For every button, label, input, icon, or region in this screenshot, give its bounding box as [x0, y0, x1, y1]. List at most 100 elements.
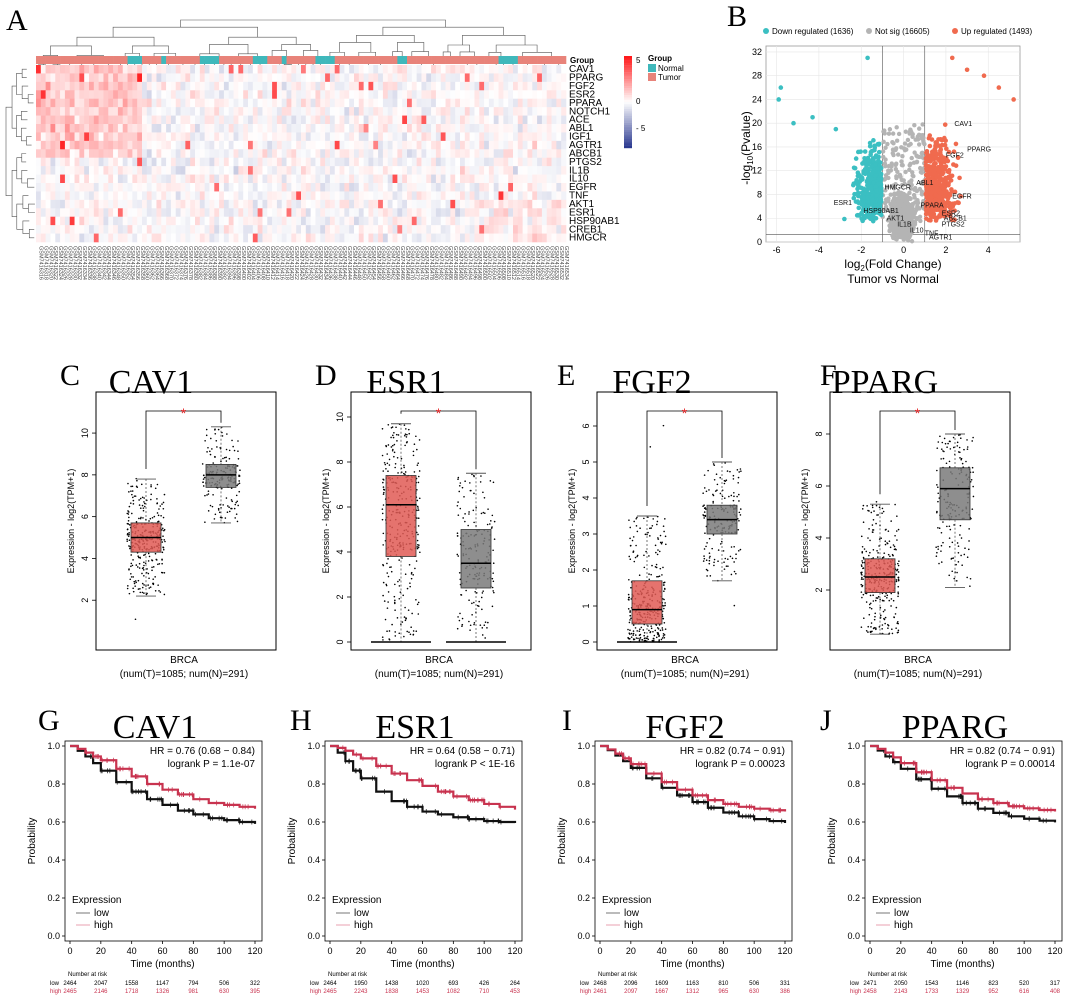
- heatmap-cell: [79, 157, 85, 167]
- heatmap-cell: [493, 81, 499, 91]
- heatmap-cell: [267, 73, 273, 83]
- point-down: [876, 149, 882, 155]
- heatmap-cell: [69, 107, 75, 116]
- heatmap-cell: [484, 157, 490, 167]
- heatmap-cell: [267, 174, 273, 184]
- heatmap-cell: [146, 115, 152, 125]
- heatmap-cell: [45, 81, 51, 91]
- heatmap-cell: [151, 132, 157, 142]
- data-point: [141, 586, 144, 589]
- data-point: [134, 618, 137, 621]
- group-cell: [276, 56, 283, 64]
- heatmap-cell: [252, 90, 258, 100]
- heatmap-cell: [301, 107, 307, 116]
- heatmap-cell: [349, 124, 355, 133]
- heatmap-cell: [315, 233, 321, 243]
- heatmap-cell: [84, 166, 90, 175]
- heatmap-cell: [397, 132, 403, 142]
- group-cell: [204, 56, 210, 64]
- heatmap-cell: [561, 124, 567, 133]
- heatmap-cell: [228, 174, 234, 184]
- heatmap-cell: [209, 191, 215, 201]
- heatmap-cell: [358, 191, 364, 201]
- heatmap-cell: [291, 107, 297, 116]
- heatmap-cell: [435, 166, 442, 175]
- heatmap-cell: [137, 81, 143, 91]
- heatmap-cell: [474, 107, 480, 116]
- heatmap-cell: [310, 233, 316, 243]
- data-point: [140, 483, 143, 486]
- heatmap-cell: [392, 90, 398, 100]
- heatmap-cell: [117, 90, 124, 100]
- heatmap-cell: [561, 157, 567, 167]
- gene-label: TNF: [569, 191, 588, 202]
- heatmap-cell: [508, 225, 514, 234]
- heatmap-cell: [339, 90, 345, 100]
- heatmap-cell: [127, 166, 133, 175]
- sample-label: GSM7416430: [312, 246, 318, 280]
- data-point: [156, 483, 159, 486]
- heatmap-cell: [89, 73, 95, 83]
- heatmap-cell: [195, 124, 201, 133]
- heatmap-cell: [556, 199, 562, 209]
- heatmap-cell: [291, 216, 297, 226]
- scale-step: [624, 118, 632, 121]
- sample-label: GSM7416404: [250, 246, 256, 280]
- point-down: [878, 171, 884, 177]
- panel-letter: D: [315, 359, 337, 392]
- data-point: [147, 552, 150, 555]
- scale-step: [624, 129, 632, 133]
- heatmap-cell: [426, 73, 432, 83]
- y-tick-label: 6: [335, 504, 345, 509]
- data-point: [203, 476, 206, 479]
- heatmap-cell: [513, 149, 519, 159]
- heatmap-cell: [387, 157, 393, 167]
- heatmap-cell: [291, 233, 297, 243]
- heatmap-cell: [252, 107, 258, 116]
- heatmap-cell: [397, 191, 403, 201]
- point-not-sig: [893, 162, 898, 168]
- point-down: [876, 158, 881, 164]
- y-tick-label: 20: [752, 118, 762, 128]
- group-cell: [195, 56, 201, 64]
- heatmap-cell: [190, 225, 196, 234]
- gene-title: CAV1: [109, 364, 193, 401]
- data-point: [403, 466, 405, 469]
- heatmap-cell: [108, 107, 114, 116]
- dendrogram-branch: [356, 34, 415, 43]
- heatmap-cell: [349, 199, 355, 209]
- heatmap-cell: [373, 166, 379, 175]
- sample-label: GSM7416396: [230, 246, 236, 280]
- point-up: [942, 122, 948, 127]
- heatmap-cell: [161, 183, 167, 192]
- heatmap-cell: [484, 199, 490, 209]
- point-up: [947, 176, 953, 182]
- heatmap-cell: [89, 90, 95, 100]
- heatmap-cell: [180, 191, 186, 201]
- heatmap-cell: [233, 216, 239, 226]
- heatmap-cell: [142, 107, 148, 116]
- heatmap-cell: [402, 157, 408, 167]
- heatmap-cell: [199, 81, 205, 91]
- heatmap-cell: [479, 191, 485, 201]
- heatmap-cell: [421, 115, 427, 125]
- data-point: [148, 587, 151, 589]
- heatmap-cell: [156, 166, 162, 175]
- group-cell: [479, 56, 485, 64]
- heatmap-cell: [296, 166, 302, 175]
- heatmap-cell: [445, 174, 451, 184]
- heatmap-cell: [382, 208, 389, 218]
- heatmap-cell: [214, 73, 220, 83]
- heatmap-cell: [407, 233, 413, 243]
- heatmap-cell: [122, 98, 128, 108]
- heatmap-cell: [89, 216, 95, 226]
- heatmap-cell: [421, 132, 427, 142]
- data-point: [225, 448, 228, 451]
- heatmap-cell: [127, 124, 133, 133]
- heatmap-cell: [132, 174, 138, 184]
- dendrogram-branch: [76, 36, 155, 46]
- data-point: [397, 580, 399, 583]
- heatmap-cell: [257, 115, 263, 125]
- heatmap-cell: [93, 166, 99, 175]
- data-point: [398, 585, 401, 587]
